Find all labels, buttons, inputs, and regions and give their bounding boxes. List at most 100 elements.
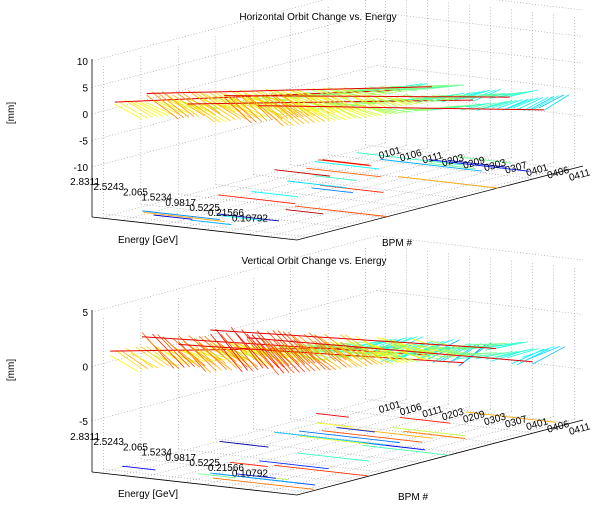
ridge-strand — [239, 94, 268, 122]
ridge-strand — [413, 349, 446, 359]
ridge-strand — [265, 95, 294, 119]
energy-tick-label: 1.5234 — [141, 448, 172, 459]
ridge-strand — [236, 333, 269, 370]
ridge-strand — [374, 96, 403, 107]
ridge-strand — [320, 108, 346, 121]
axis-line — [91, 165, 584, 241]
ridge-strand — [538, 94, 565, 109]
ridge-strand — [120, 349, 149, 370]
ridge-strand — [119, 102, 148, 119]
ridge-strand — [400, 94, 429, 103]
ridge-strand — [528, 96, 554, 111]
contour-line — [311, 187, 354, 194]
ridge-strand — [141, 346, 169, 367]
contour-line — [316, 422, 353, 428]
grid-line — [225, 157, 512, 233]
ridge-strand — [230, 341, 263, 361]
ridge-strand — [336, 108, 362, 119]
ridge-strand — [338, 88, 371, 97]
ridge-strand — [377, 107, 403, 114]
ridge-strand — [322, 101, 351, 108]
grid-line — [246, 413, 533, 490]
ridge-strand — [341, 107, 367, 118]
contour-line — [251, 191, 298, 198]
grid-line — [288, 164, 575, 240]
ridge-strand — [130, 352, 159, 369]
ridge-strand — [389, 336, 418, 347]
ridge-strand — [397, 350, 430, 361]
ridge-strand — [426, 96, 455, 101]
contour-line — [216, 213, 280, 222]
contour-line — [273, 464, 368, 477]
ridge-strand — [428, 348, 461, 357]
ridge-strand — [262, 339, 295, 374]
ridge-strand — [141, 332, 175, 369]
grid-line — [183, 406, 470, 483]
bpm-tick-label: 0106 — [399, 148, 424, 165]
ridge-strand — [156, 346, 185, 365]
ridge-strand — [229, 97, 257, 123]
ridge-strand — [157, 334, 190, 368]
contour-line — [153, 214, 193, 220]
grid-line — [204, 408, 491, 485]
ridge-strand — [152, 333, 185, 368]
z-axis-label: [mm] — [6, 102, 17, 124]
ridges — [110, 326, 565, 376]
ridge-strand — [293, 339, 326, 370]
contour-line — [465, 411, 556, 423]
z-tick-label: 0 — [82, 363, 88, 374]
ridge-strand — [260, 94, 289, 119]
ridge-strand — [145, 101, 174, 116]
ridge-strand — [478, 93, 507, 96]
ridge-strand — [223, 103, 252, 119]
ridge-strand — [509, 89, 538, 97]
ridge-strand — [358, 94, 387, 108]
contour-line — [299, 430, 400, 444]
z-tick-label: 0 — [82, 110, 88, 121]
ridge-strand — [202, 99, 231, 109]
ridge-strand — [319, 343, 352, 368]
contour-line — [391, 427, 466, 437]
ridge-strand — [277, 330, 311, 364]
ridge-strand — [309, 346, 342, 370]
ridge-strand — [306, 94, 335, 114]
ridge-strand — [124, 99, 153, 118]
grid-line — [215, 438, 422, 463]
ridge-strand — [187, 350, 216, 362]
grid-line — [253, 174, 459, 199]
bpm-tick-label: 0106 — [399, 402, 424, 419]
ridge-strand — [351, 106, 378, 117]
ridge-strand — [210, 333, 243, 373]
ridge-strand — [267, 338, 300, 373]
energy-tick-label: 0.21566 — [208, 208, 245, 219]
ridge-strand — [289, 103, 315, 123]
ridge-strand — [234, 104, 262, 118]
ridge-strand — [256, 334, 290, 373]
contour-line — [297, 452, 370, 462]
ridge-strand — [167, 341, 201, 368]
ridge-strand — [353, 96, 382, 109]
grid-line — [376, 12, 584, 37]
contour-line — [336, 427, 375, 433]
ridge-strand — [327, 94, 356, 112]
energy-tick-label: 0.5225 — [189, 458, 220, 469]
ridge-strand — [447, 91, 475, 101]
grid-line — [215, 184, 422, 209]
ridge-strand — [172, 94, 205, 117]
ridge-strand — [299, 105, 326, 122]
ridge-strand — [387, 353, 420, 362]
grid-line — [103, 468, 309, 493]
ridge-strand — [234, 345, 263, 356]
energy-tick-label: 2.8311 — [70, 177, 100, 188]
ridge-strand — [436, 92, 465, 100]
ridge-strand — [366, 346, 399, 363]
ridge-strand — [204, 349, 233, 371]
ridge-strand — [278, 104, 305, 125]
ridge-strand — [241, 329, 274, 368]
ridge-strand — [306, 102, 335, 110]
bpm-axis-label: BPM # — [398, 492, 428, 503]
ridge-strand — [502, 99, 528, 111]
ridge-strand — [192, 104, 221, 123]
ridge-strand — [260, 102, 288, 115]
ridge-strand — [282, 331, 316, 364]
